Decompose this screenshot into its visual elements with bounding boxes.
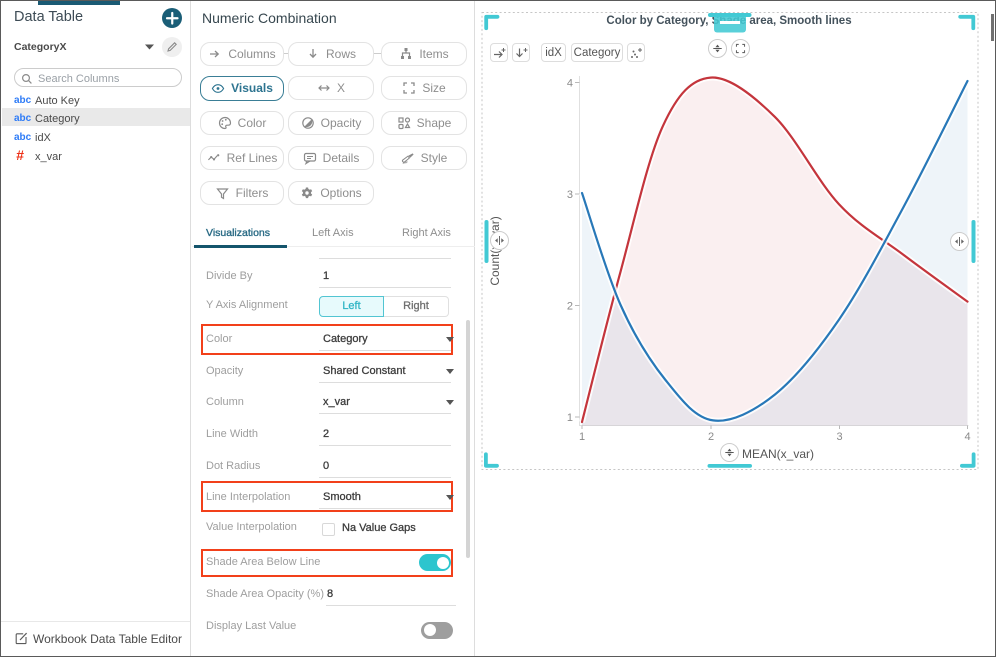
svg-text:2: 2 xyxy=(708,431,714,443)
svg-text:4: 4 xyxy=(964,431,970,443)
svg-text:3: 3 xyxy=(567,189,573,201)
svg-text:1: 1 xyxy=(579,431,585,443)
svg-text:4: 4 xyxy=(567,78,573,90)
svg-text:Count(x_var): Count(x_var) xyxy=(488,216,502,285)
svg-text:1: 1 xyxy=(567,412,573,424)
svg-text:2: 2 xyxy=(567,301,573,313)
svg-text:3: 3 xyxy=(836,431,842,443)
